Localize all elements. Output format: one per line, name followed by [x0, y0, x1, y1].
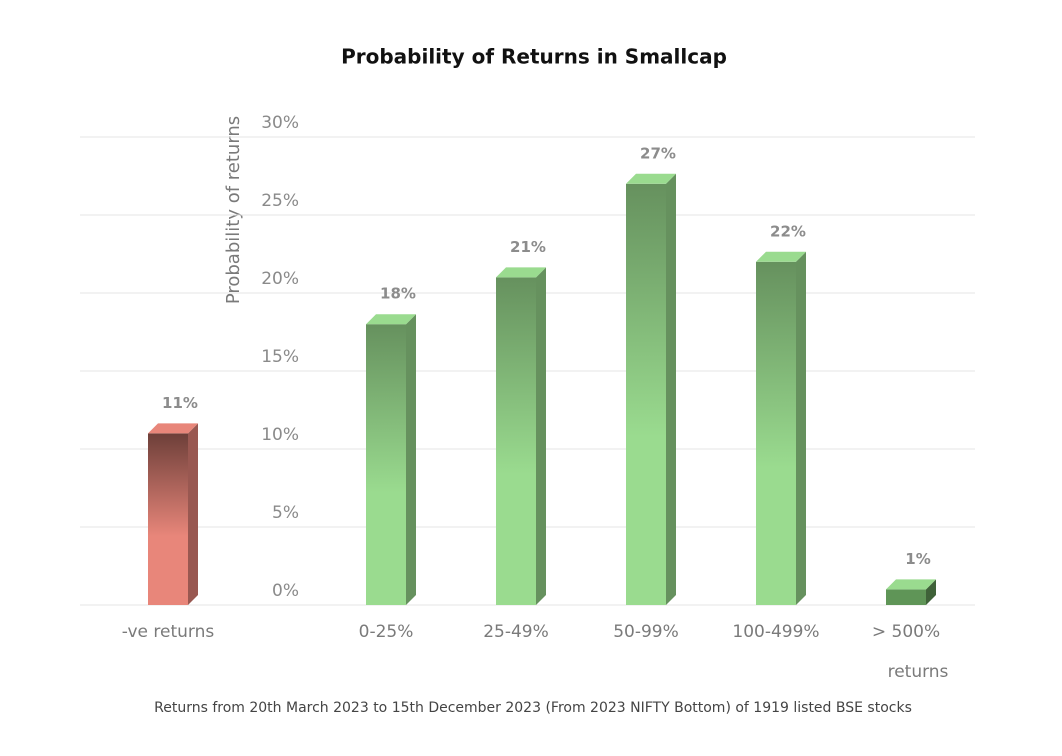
- bar-side: [406, 314, 416, 605]
- y-tick-label: 20%: [261, 269, 299, 289]
- bar-side: [796, 251, 806, 606]
- x-tick-label: 100-499%: [732, 622, 819, 642]
- value-label: 1%: [905, 550, 930, 568]
- bar: [148, 433, 188, 605]
- bar-top: [756, 251, 806, 262]
- x-tick-label: 50-99%: [613, 622, 679, 642]
- x-tick-label: -ve returns: [122, 622, 215, 642]
- value-label: 21%: [510, 238, 546, 256]
- bar: [626, 183, 666, 606]
- y-tick-label: 5%: [272, 503, 299, 523]
- x-tick-label: 25-49%: [483, 622, 549, 642]
- y-axis-label: Probability of returns: [223, 116, 244, 304]
- value-label: 18%: [380, 285, 416, 303]
- chart-title: Probability of Returns in Smallcap: [341, 45, 727, 69]
- y-tick-label: 25%: [261, 191, 299, 211]
- y-tick-label: 10%: [261, 425, 299, 445]
- bar: [886, 589, 926, 605]
- bar-side: [926, 579, 936, 605]
- bar-top: [496, 267, 546, 278]
- bar: [756, 261, 796, 605]
- value-label: 22%: [770, 222, 806, 240]
- bar-side: [666, 173, 676, 606]
- bar: [366, 324, 406, 605]
- bar-top: [626, 173, 676, 184]
- bar: [496, 277, 536, 605]
- footnote: Returns from 20th March 2023 to 15th Dec…: [154, 700, 912, 716]
- bar-top: [366, 314, 416, 325]
- value-label: 11%: [162, 394, 198, 412]
- y-tick-label: 15%: [261, 347, 299, 367]
- value-label: 27%: [640, 144, 676, 162]
- x-tick-label: 0-25%: [359, 622, 414, 642]
- bar-side: [536, 267, 546, 605]
- bar-side: [188, 423, 198, 605]
- x-tick-label: > 500%: [872, 622, 940, 642]
- x-axis-label: returns: [888, 662, 949, 682]
- y-tick-label: 30%: [261, 113, 299, 133]
- bar-top: [886, 579, 936, 590]
- y-tick-label: 0%: [272, 581, 299, 601]
- bar-top: [148, 423, 198, 434]
